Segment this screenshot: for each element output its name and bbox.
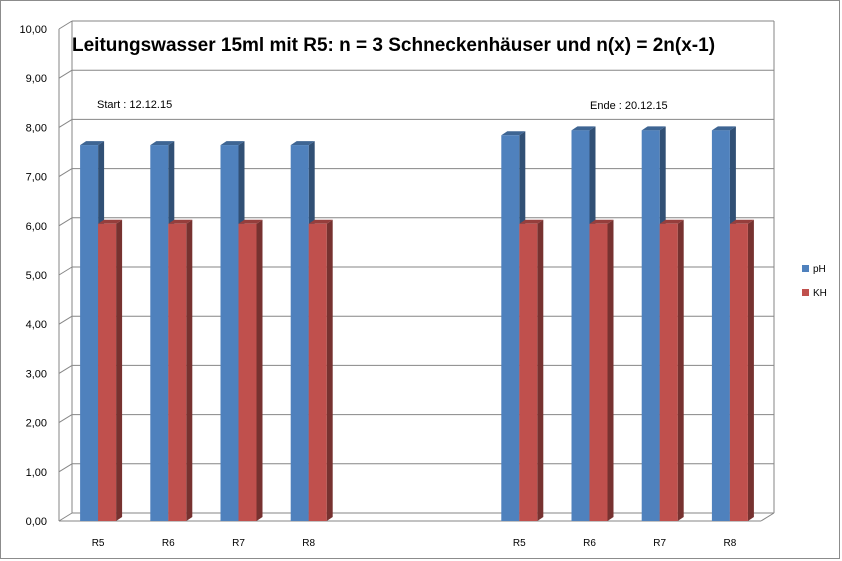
bars xyxy=(80,126,754,522)
bar-side xyxy=(256,219,263,522)
y-tick-label: 10,00 xyxy=(19,24,47,36)
x-tick-label: R8 xyxy=(302,538,315,549)
y-tick-label: 8,00 xyxy=(26,122,47,134)
x-tick-label: R6 xyxy=(583,538,596,549)
bar-kh-2 xyxy=(238,219,263,522)
gridline-side xyxy=(58,463,73,473)
bar-top xyxy=(80,141,105,146)
bar-front xyxy=(571,130,590,521)
bar-top xyxy=(641,126,666,131)
bar-front xyxy=(168,223,187,522)
gridline-side xyxy=(58,118,73,128)
y-axis-ticks: 0,00 1,00 2,00 3,00 4,00 5,00 6,00 7,00 8,00 9,00… xyxy=(19,24,47,528)
bar-front xyxy=(308,223,327,522)
y-tick-label: 4,00 xyxy=(26,319,47,331)
annotation-start: Start : 12.12.15 xyxy=(97,99,172,111)
bar-front xyxy=(150,145,169,521)
y-tick-label: 3,00 xyxy=(26,368,47,380)
bar-top xyxy=(501,131,526,136)
bar-front xyxy=(80,145,99,521)
bar-front xyxy=(220,145,239,521)
bar-top xyxy=(98,219,123,224)
bar-front xyxy=(290,145,309,521)
legend-swatch-ph xyxy=(802,265,809,272)
bar-side xyxy=(116,219,123,522)
bar-top xyxy=(571,126,596,131)
bar-front xyxy=(519,223,538,522)
bar-front xyxy=(501,135,520,522)
y-tick-label: 7,00 xyxy=(26,172,47,184)
bar-side xyxy=(747,219,754,522)
annotation-end: Ende : 20.12.15 xyxy=(590,100,668,112)
bar-kh-8 xyxy=(659,219,684,522)
bar-front xyxy=(711,130,730,521)
bar-side xyxy=(537,219,544,522)
gridline-side xyxy=(58,315,73,325)
x-tick-label: R7 xyxy=(653,538,666,549)
bar-front xyxy=(238,223,257,522)
legend: pH KH xyxy=(802,264,827,299)
bar-top xyxy=(711,126,736,131)
floor-right-edge xyxy=(760,512,775,522)
gridline-side xyxy=(58,512,73,522)
bar-front xyxy=(641,130,660,521)
chart-title: Leitungswasser 15ml mit R5: n = 3 Schnec… xyxy=(72,35,715,56)
y-tick-label: 0,00 xyxy=(26,516,47,528)
bar-kh-0 xyxy=(98,219,123,522)
bar-kh-6 xyxy=(519,219,544,522)
x-tick-label: R5 xyxy=(92,538,105,549)
bar-top xyxy=(290,141,315,146)
y-tick-label: 1,00 xyxy=(26,467,47,479)
y-tick-label: 6,00 xyxy=(26,221,47,233)
bar-top xyxy=(238,219,263,224)
bar-top xyxy=(150,141,175,146)
gridline-side xyxy=(58,414,73,424)
y-tick-label: 2,00 xyxy=(26,418,47,430)
bar-front xyxy=(659,223,678,522)
x-tick-label: R7 xyxy=(232,538,245,549)
legend-label-ph: pH xyxy=(813,264,826,275)
bar-top xyxy=(308,219,333,224)
bar-top xyxy=(659,219,684,224)
gridline-side xyxy=(58,69,73,79)
bar-top xyxy=(168,219,193,224)
bar-top xyxy=(519,219,544,224)
gridline-side xyxy=(58,266,73,276)
bar-side xyxy=(607,219,614,522)
bar-top xyxy=(589,219,614,224)
bar-front xyxy=(729,223,748,522)
y-tick-label: 9,00 xyxy=(26,73,47,85)
gridline-side xyxy=(58,20,73,30)
bar-kh-3 xyxy=(308,219,333,522)
bar-front xyxy=(98,223,117,522)
bar-front xyxy=(589,223,608,522)
bar-side xyxy=(326,219,333,522)
x-tick-label: R8 xyxy=(724,538,737,549)
bar-side xyxy=(186,219,193,522)
bar-kh-9 xyxy=(729,219,754,522)
x-tick-label: R6 xyxy=(162,538,175,549)
bar-kh-1 xyxy=(168,219,193,522)
bar-top xyxy=(729,219,754,224)
legend-swatch-kh xyxy=(802,289,809,296)
gridline-side xyxy=(58,364,73,374)
x-axis-ticks: R5 R6 R7 R8 R5 R6 R7 R8 xyxy=(92,538,737,549)
bar-side xyxy=(677,219,684,522)
legend-label-kh: KH xyxy=(813,288,827,299)
y-tick-label: 5,00 xyxy=(26,270,47,282)
gridline-side xyxy=(58,168,73,178)
gridline-side xyxy=(58,217,73,227)
bar-top xyxy=(220,141,245,146)
bar-kh-7 xyxy=(589,219,614,522)
x-tick-label: R5 xyxy=(513,538,526,549)
